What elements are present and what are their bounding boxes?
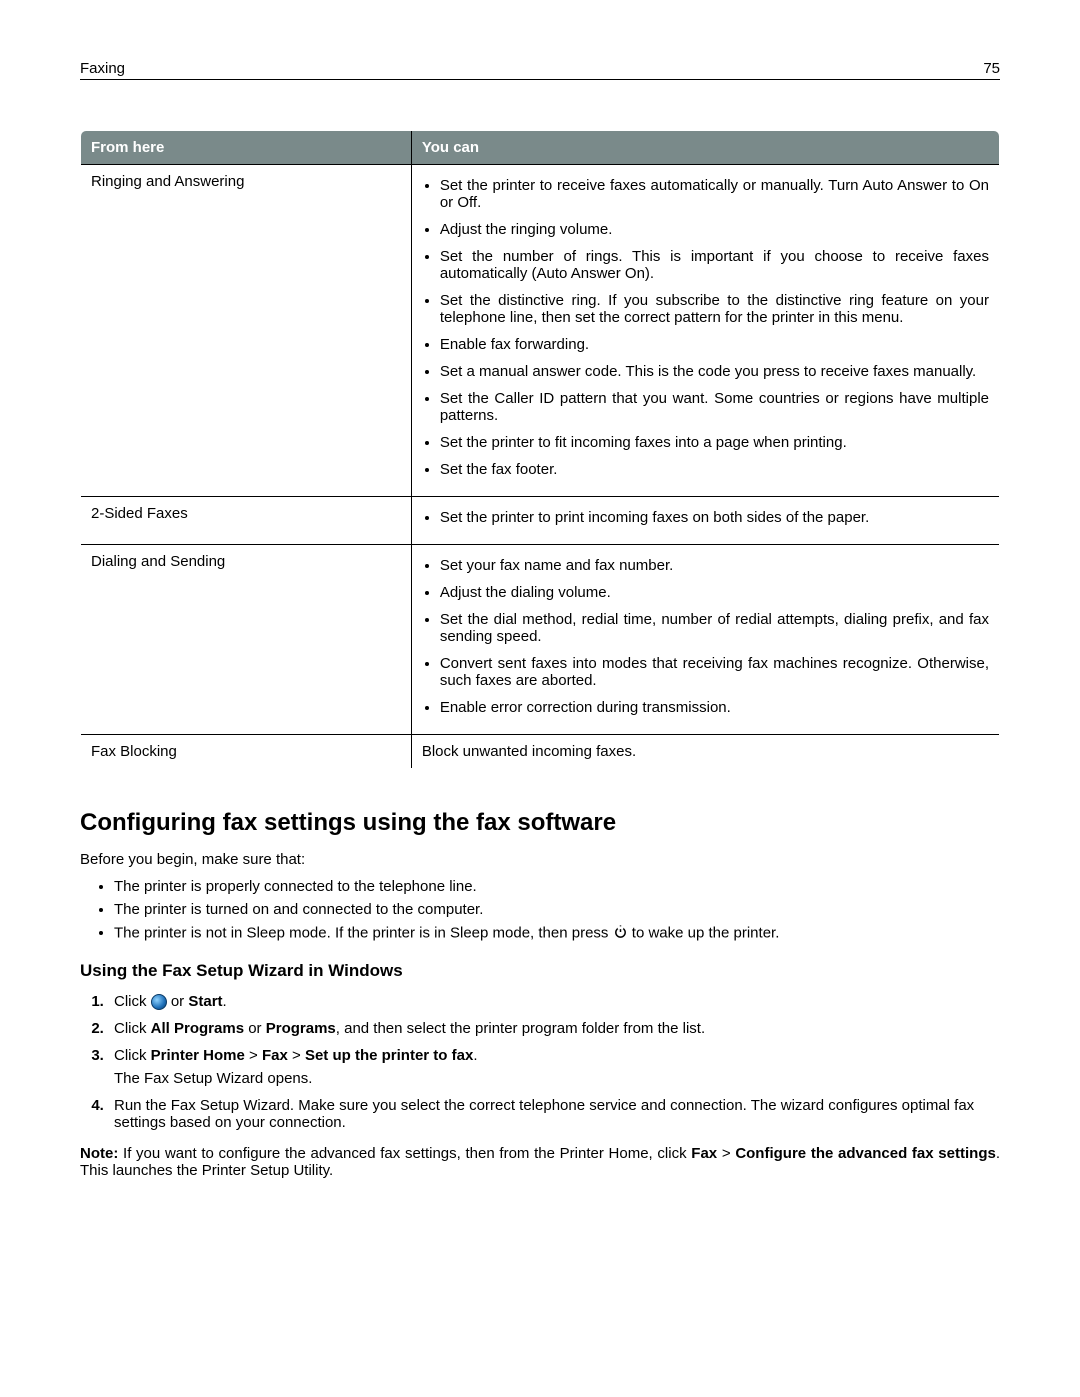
header-page-number: 75 xyxy=(983,60,1000,77)
list-item: Set the printer to receive faxes automat… xyxy=(440,177,989,211)
table-row: Fax Blocking Block unwanted incoming fax… xyxy=(81,735,1000,769)
step-item: Run the Fax Setup Wizard. Make sure you … xyxy=(108,1097,1000,1131)
row-from: Dialing and Sending xyxy=(81,545,412,735)
table-col-youcan: You can xyxy=(411,131,999,165)
fax-settings-table: From here You can Ringing and Answering … xyxy=(80,130,1000,769)
step-item: Click or Start. xyxy=(108,993,1000,1010)
row-items: Set the printer to print incoming faxes … xyxy=(422,509,989,526)
list-item: Set the distinctive ring. If you subscri… xyxy=(440,292,989,326)
table-col-from: From here xyxy=(81,131,412,165)
list-item: Set the dial method, redial time, number… xyxy=(440,611,989,645)
table-row: Dialing and Sending Set your fax name an… xyxy=(81,545,1000,735)
list-item: Convert sent faxes into modes that recei… xyxy=(440,655,989,689)
list-item: Enable fax forwarding. xyxy=(440,336,989,353)
subheading: Using the Fax Setup Wizard in Windows xyxy=(80,961,1000,981)
step-item: Click Printer Home > Fax > Set up the pr… xyxy=(108,1047,1000,1087)
row-from: Fax Blocking xyxy=(81,735,412,769)
section-heading: Configuring fax settings using the fax s… xyxy=(80,809,1000,837)
note-text: Note: If you want to configure the advan… xyxy=(80,1145,1000,1179)
list-item: Set the printer to fit incoming faxes in… xyxy=(440,434,989,451)
list-item: Adjust the dialing volume. xyxy=(440,584,989,601)
header-section: Faxing xyxy=(80,60,125,77)
row-items: Set your fax name and fax number. Adjust… xyxy=(422,557,989,716)
list-item: The printer is not in Sleep mode. If the… xyxy=(114,924,1000,943)
page-header: Faxing 75 xyxy=(80,60,1000,80)
list-item: The printer is properly connected to the… xyxy=(114,878,1000,895)
list-item: Set the Caller ID pattern that you want.… xyxy=(440,390,989,424)
row-from: 2-Sided Faxes xyxy=(81,497,412,545)
intro-text: Before you begin, make sure that: xyxy=(80,851,1000,868)
list-item: The printer is turned on and connected t… xyxy=(114,901,1000,918)
row-plain: Block unwanted incoming faxes. xyxy=(411,735,999,769)
list-item: Adjust the ringing volume. xyxy=(440,221,989,238)
row-from: Ringing and Answering xyxy=(81,165,412,497)
steps-list: Click or Start. Click All Programs or Pr… xyxy=(80,993,1000,1131)
step-sub: The Fax Setup Wizard opens. xyxy=(114,1070,1000,1087)
step-item: Click All Programs or Programs, and then… xyxy=(108,1020,1000,1037)
table-row: Ringing and Answering Set the printer to… xyxy=(81,165,1000,497)
list-item: Set your fax name and fax number. xyxy=(440,557,989,574)
list-item: Set the number of rings. This is importa… xyxy=(440,248,989,282)
row-items: Set the printer to receive faxes automat… xyxy=(422,177,989,478)
power-icon xyxy=(613,924,628,943)
list-item: Enable error correction during transmiss… xyxy=(440,699,989,716)
list-item: Set a manual answer code. This is the co… xyxy=(440,363,989,380)
list-item: Set the printer to print incoming faxes … xyxy=(440,509,989,526)
windows-orb-icon xyxy=(151,994,167,1010)
prereq-list: The printer is properly connected to the… xyxy=(80,878,1000,943)
list-item: Set the fax footer. xyxy=(440,461,989,478)
table-row: 2-Sided Faxes Set the printer to print i… xyxy=(81,497,1000,545)
